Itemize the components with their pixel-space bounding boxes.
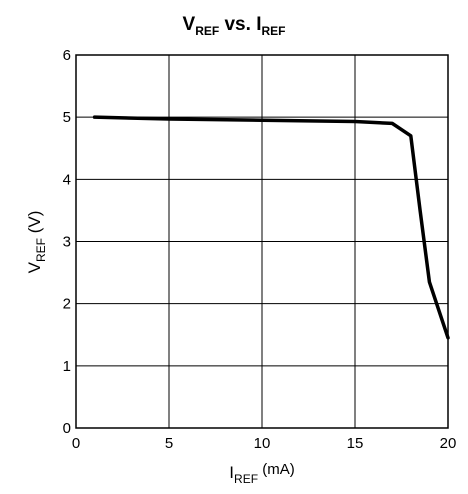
x-axis-label-main: I: [229, 463, 234, 482]
y-tick-label: 5: [63, 109, 71, 126]
title-vs: vs.: [219, 14, 256, 35]
x-tick-label: 5: [165, 435, 173, 452]
chart-title: VREF vs. IREF: [183, 14, 286, 38]
plot-frame: [75, 54, 449, 429]
y-tick-label: 0: [63, 420, 71, 437]
y-tick-label: 3: [63, 234, 71, 251]
x-tick-label: 15: [347, 435, 364, 452]
y-axis-label-subscript: REF: [34, 238, 48, 262]
y-tick-label: 6: [63, 47, 71, 64]
y-axis-label: VREF (V): [25, 211, 48, 274]
x-tick-label: 10: [254, 435, 271, 452]
series-layer: [92, 115, 450, 340]
x-axis-label-subscript: REF: [234, 472, 258, 486]
x-axis-label: IREF (mA): [229, 461, 294, 486]
x-tick-label: 0: [72, 435, 80, 452]
y-tick-label: 1: [63, 358, 71, 375]
y-tick-label: 2: [63, 296, 71, 313]
y-axis-label-main: V: [25, 261, 44, 273]
grid-lines: [75, 54, 449, 429]
tick-labels: 0 5 10 15 20 0 1 2 3 4 5 6: [63, 47, 457, 452]
title-v-subscript: REF: [195, 24, 219, 38]
y-tick-label: 4: [63, 171, 71, 188]
title-v: V: [183, 14, 196, 35]
title-i-subscript: REF: [261, 24, 285, 38]
x-axis-label-unit: (mA): [258, 461, 295, 478]
x-tick-label: 20: [440, 435, 457, 452]
title-i: I: [256, 14, 261, 35]
y-axis-label-group: VREF (V): [25, 211, 48, 274]
series-line: [92, 115, 450, 340]
y-axis-label-unit: (V): [25, 211, 44, 238]
